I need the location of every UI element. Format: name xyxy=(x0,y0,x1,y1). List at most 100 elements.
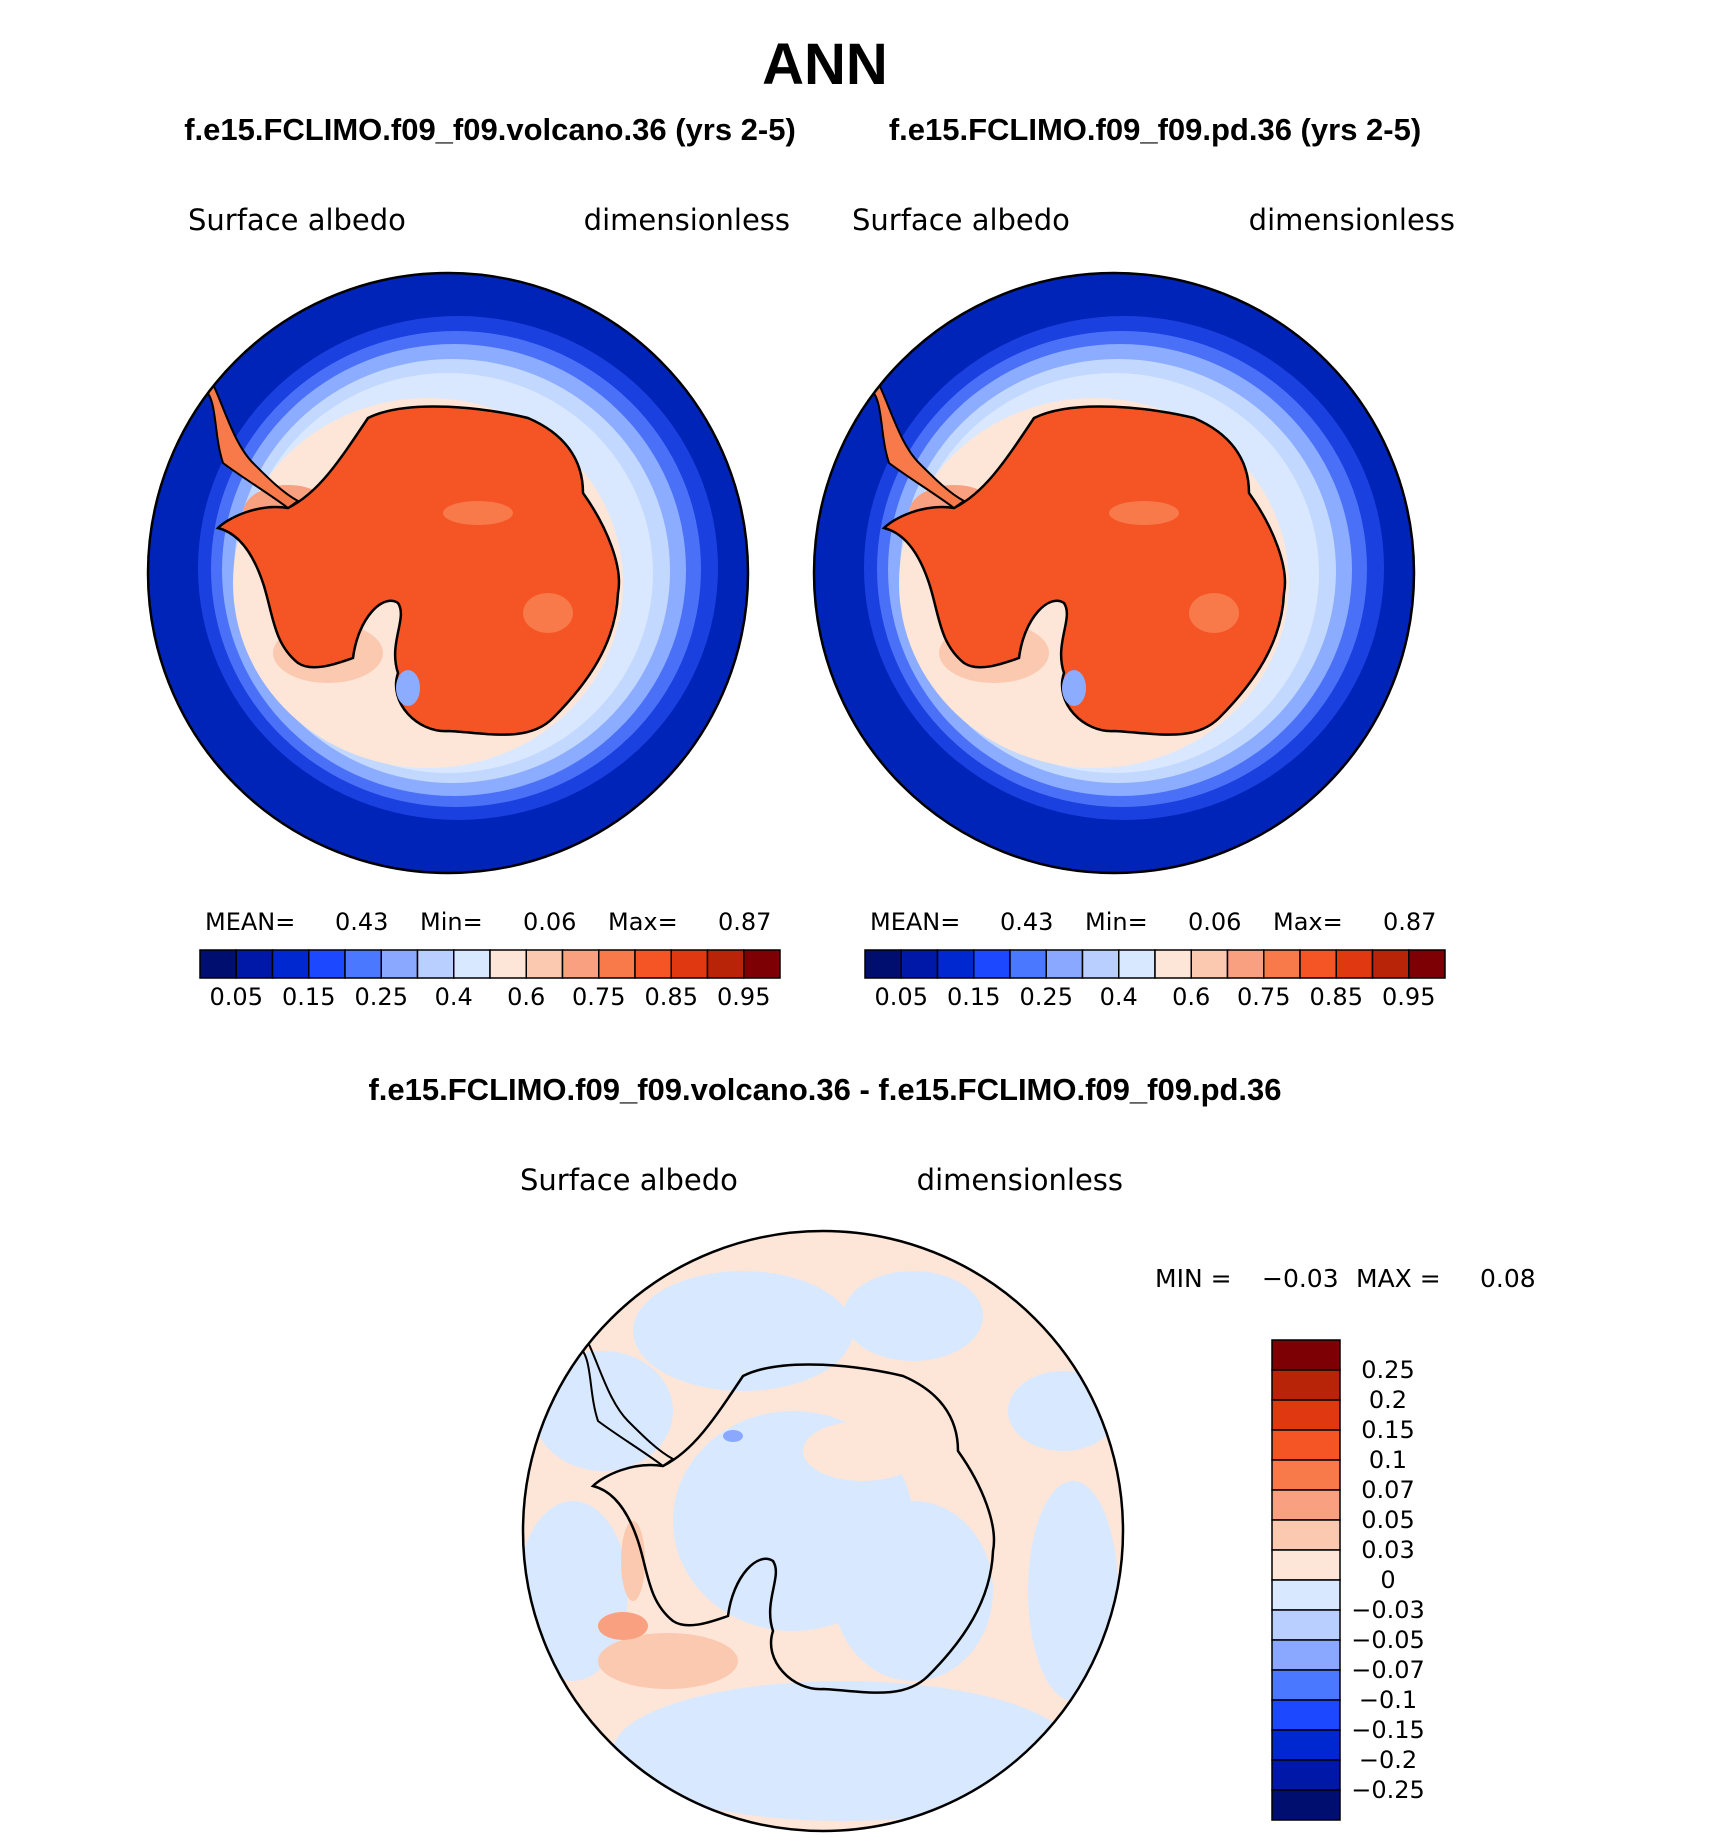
mean-value-volcano: 0.43 xyxy=(335,908,388,936)
colorbar-swatch xyxy=(1263,949,1301,979)
colorbar-swatch xyxy=(1271,1459,1341,1491)
colorbar-tick-label: 0.85 xyxy=(645,983,698,1011)
colorbar-swatch xyxy=(1081,949,1120,979)
colorbar-swatch xyxy=(598,949,636,979)
colorbar-swatch xyxy=(1190,949,1229,979)
panel-difference: f.e15.FCLIMO.f09_f09.volcano.36 - f.e15.… xyxy=(368,1072,1536,1833)
max-value-difference: 0.08 xyxy=(1480,1264,1536,1293)
colorbar-swatch xyxy=(1299,949,1337,979)
max-label-difference: MAX = xyxy=(1356,1264,1441,1293)
colorbar-tick-label: 0.6 xyxy=(1172,983,1210,1011)
colorbar-swatch xyxy=(525,949,564,979)
colorbar-tick-label: 0.25 xyxy=(1020,983,1073,1011)
units-label-volcano: dimensionless xyxy=(584,203,790,237)
colorbar-swatch xyxy=(380,949,419,979)
colorbar-tick-label: 0.05 xyxy=(210,983,263,1011)
colorbar-swatch xyxy=(1371,949,1410,979)
colorbar-tick-label: 0.95 xyxy=(1382,983,1435,1011)
colorbar-swatch xyxy=(489,949,527,979)
colorbar-tick-label: 0.85 xyxy=(1310,983,1363,1011)
colorbar-swatch xyxy=(1271,1489,1341,1521)
colorbar-swatch xyxy=(1271,1789,1341,1821)
variable-label-difference: Surface albedo xyxy=(520,1163,738,1197)
colorbar-swatch xyxy=(1271,1639,1341,1671)
max-value-pd: 0.87 xyxy=(1383,908,1436,936)
colorbar-swatch xyxy=(634,949,672,979)
colorbar-swatch xyxy=(1271,1399,1341,1431)
colorbar-tick-label: −0.25 xyxy=(1351,1776,1425,1804)
colorbar-swatch xyxy=(900,949,939,979)
colorbar-swatch xyxy=(936,949,975,979)
polar-map-difference xyxy=(523,1231,1123,1831)
colorbar-tick-label: 0.75 xyxy=(572,983,625,1011)
colorbar-swatch xyxy=(1271,1369,1341,1401)
colorbar-swatch xyxy=(453,949,491,979)
mean-label-volcano: MEAN= xyxy=(205,908,295,936)
colorbar-tick-label: 0.05 xyxy=(1361,1506,1414,1534)
panel-title-difference: f.e15.FCLIMO.f09_f09.volcano.36 - f.e15.… xyxy=(368,1072,1281,1107)
colorbar-swatch xyxy=(561,949,600,979)
colorbar-swatch xyxy=(670,949,709,979)
units-label-pd: dimensionless xyxy=(1249,203,1455,237)
colorbar-tick-label: 0.6 xyxy=(507,983,545,1011)
polar-map-pd xyxy=(814,273,1414,873)
colorbar-volcano: 0.05 0.15 0.25 0.4 0.6 0.75 0.85 0.95 xyxy=(199,949,781,1011)
min-value-pd: 0.06 xyxy=(1188,908,1241,936)
colorbar-tick-label: 0.1 xyxy=(1369,1446,1407,1474)
colorbar-swatch xyxy=(1271,1759,1341,1791)
colorbar-tick-label: −0.03 xyxy=(1351,1596,1425,1624)
panel-volcano: f.e15.FCLIMO.f09_f09.volcano.36 (yrs 2-5… xyxy=(146,112,796,1011)
panel-title-pd: f.e15.FCLIMO.f09_f09.pd.36 (yrs 2-5) xyxy=(889,112,1421,147)
colorbar-swatch xyxy=(1271,1609,1341,1641)
panel-title-volcano: f.e15.FCLIMO.f09_f09.volcano.36 (yrs 2-5… xyxy=(184,112,796,147)
variable-label-volcano: Surface albedo xyxy=(188,203,406,237)
colorbar-swatch xyxy=(1154,949,1192,979)
colorbar-swatch xyxy=(1226,949,1265,979)
polar-map-volcano xyxy=(148,273,748,873)
colorbar-swatch xyxy=(1271,1669,1341,1701)
colorbar-swatch xyxy=(973,949,1011,979)
colorbar-tick-label: 0.05 xyxy=(875,983,928,1011)
colorbar-tick-label: −0.05 xyxy=(1351,1626,1425,1654)
min-label-volcano: Min= xyxy=(420,908,483,936)
colorbar-tick-label: 0.4 xyxy=(435,983,473,1011)
colorbar-pd: 0.05 0.15 0.25 0.4 0.6 0.75 0.85 0.95 xyxy=(864,949,1446,1011)
colorbar-swatch xyxy=(1271,1729,1341,1761)
colorbar-tick-label: 0.15 xyxy=(947,983,1000,1011)
map-outline-volcano xyxy=(146,271,750,875)
units-label-difference: dimensionless xyxy=(917,1163,1123,1197)
colorbar-difference: 0.250.20.150.10.070.050.030−0.03−0.05−0.… xyxy=(1271,1339,1425,1821)
colorbar-swatch xyxy=(344,949,382,979)
mean-value-pd: 0.43 xyxy=(1000,908,1053,936)
min-value-volcano: 0.06 xyxy=(523,908,576,936)
colorbar-tick-label: 0.03 xyxy=(1361,1536,1414,1564)
colorbar-swatch xyxy=(199,949,237,979)
colorbar-tick-label: 0.07 xyxy=(1361,1476,1414,1504)
colorbar-swatch xyxy=(1335,949,1374,979)
colorbar-swatch xyxy=(1271,1519,1341,1551)
mean-label-pd: MEAN= xyxy=(870,908,960,936)
colorbar-swatch xyxy=(743,949,781,979)
colorbar-tick-label: 0.4 xyxy=(1100,983,1138,1011)
colorbar-swatch xyxy=(1271,1579,1341,1611)
colorbar-tick-label: 0.15 xyxy=(1361,1416,1414,1444)
colorbar-swatch xyxy=(1118,949,1156,979)
colorbar-swatch xyxy=(271,949,310,979)
map-outline-difference xyxy=(521,1229,1125,1833)
colorbar-swatch xyxy=(1271,1429,1341,1461)
variable-label-pd: Surface albedo xyxy=(852,203,1070,237)
main-title: ANN xyxy=(762,32,888,97)
colorbar-tick-label: 0.75 xyxy=(1237,983,1290,1011)
colorbar-tick-label: 0.15 xyxy=(282,983,335,1011)
max-value-volcano: 0.87 xyxy=(718,908,771,936)
min-label-difference: MIN = xyxy=(1155,1264,1232,1293)
colorbar-tick-label: 0.25 xyxy=(1361,1356,1414,1384)
map-outline-pd xyxy=(812,271,1416,875)
colorbar-swatch xyxy=(1408,949,1446,979)
min-label-pd: Min= xyxy=(1085,908,1148,936)
colorbar-swatch xyxy=(864,949,902,979)
colorbar-swatch xyxy=(1045,949,1084,979)
panel-pd: f.e15.FCLIMO.f09_f09.pd.36 (yrs 2-5) Sur… xyxy=(812,112,1455,1011)
max-label-pd: Max= xyxy=(1273,908,1343,936)
colorbar-swatch xyxy=(416,949,455,979)
